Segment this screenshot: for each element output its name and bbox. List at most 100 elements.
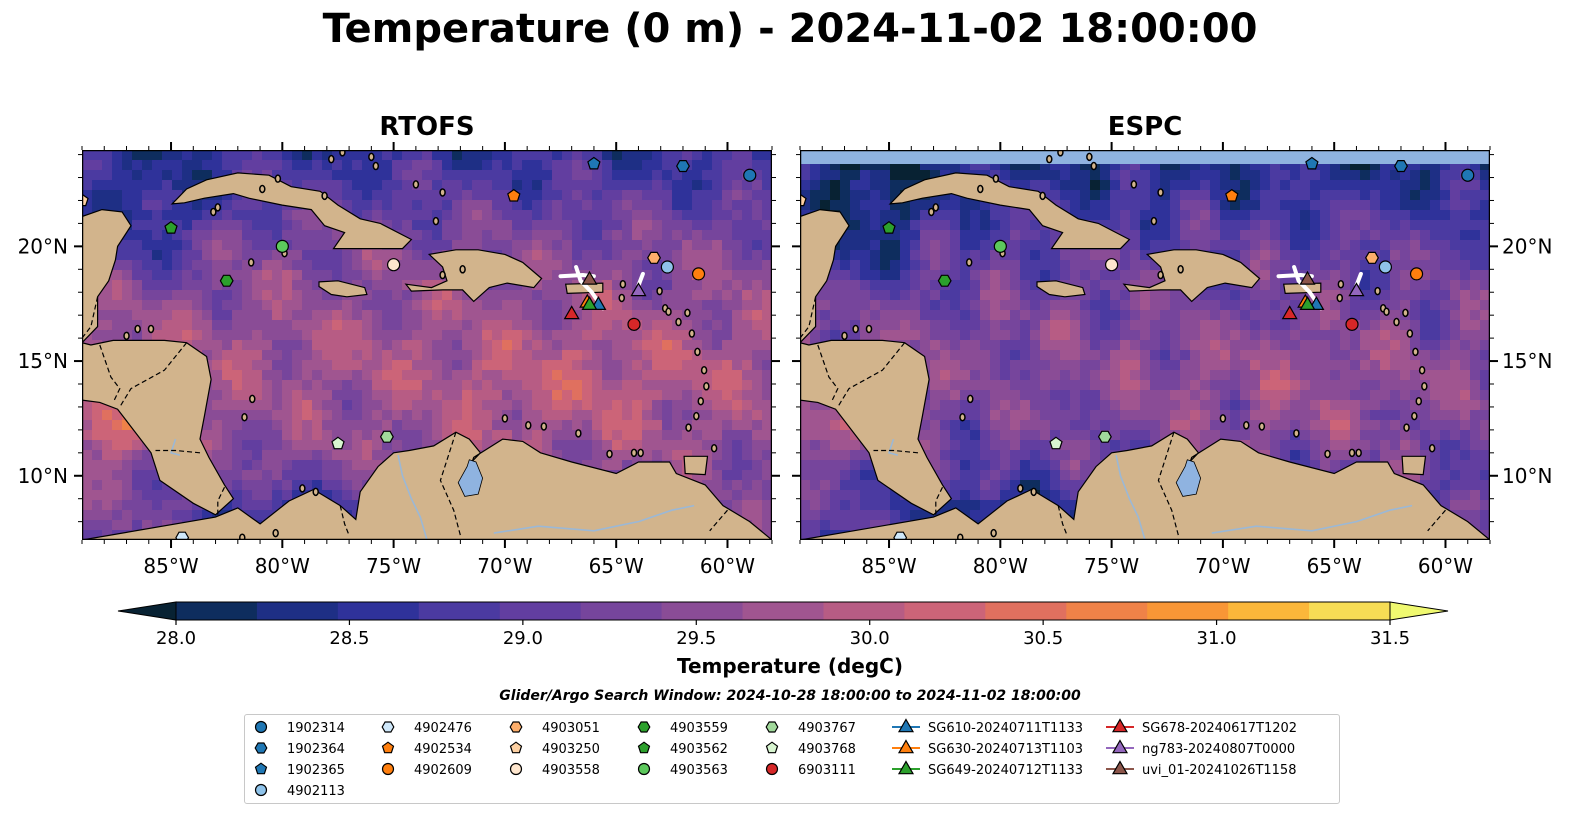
marker-4902534 (1225, 188, 1239, 202)
colorbar-segment (1228, 602, 1310, 620)
colorbar: 28.0 28.5 29.0 29.5 30.0 30.5 31.0 31.5 (117, 601, 1449, 649)
marker-4903767 (1097, 430, 1112, 443)
small-islands (123, 150, 718, 540)
land-jamaica (1036, 280, 1086, 298)
legend: 1902314 1902364 1902365 4902113 4902476 49025… (244, 714, 1340, 804)
marker-4902113 (1378, 260, 1392, 274)
land-jamaica (318, 280, 368, 298)
colorbar-segment (985, 602, 1067, 620)
colorbar-extend-low (117, 601, 177, 621)
marker-4902476 (893, 531, 908, 540)
colorbar-segment (337, 602, 420, 620)
borders (82, 296, 728, 536)
land (800, 172, 1490, 540)
legend-entry: 4903563 (637, 762, 728, 778)
colorbar-segment (823, 602, 905, 620)
rtofs-map (82, 150, 772, 540)
legend-entry: SG649-20240712T1133 (892, 760, 1083, 778)
marker-4903563 (275, 239, 289, 253)
search-window-text: Glider/Argo Search Window: 2024-10-28 18… (499, 688, 1081, 704)
marker-SG678-20240617T1202 (1281, 305, 1298, 320)
lake-maracaibo (457, 459, 484, 497)
land-yucatan (800, 208, 850, 344)
marker-4902476 (175, 531, 190, 540)
land-centralAmerica (800, 339, 953, 516)
legend-entry: 4903051 (509, 721, 600, 736)
lon-tick-label: 60°W (700, 554, 755, 578)
land-hispaniola (1122, 249, 1261, 303)
rivers (887, 438, 1413, 540)
marker-uvi_01-20241026T1158 (1299, 270, 1316, 285)
colorbar-tick-label: 31.5 (1370, 628, 1410, 649)
marker-4903563 (637, 762, 651, 776)
marker-ng783-20240807T0000 (1111, 739, 1129, 754)
legend-entry: 4903562 (637, 741, 728, 757)
legend-entry: 4903559 (637, 721, 728, 736)
marker-1902364 (254, 742, 268, 754)
colorbar-tick-label: 28.0 (156, 628, 196, 649)
colorbar-segment (742, 602, 825, 620)
colorbar-tick-label: 29.0 (503, 628, 543, 649)
legend-entry: 1902364 (254, 742, 345, 757)
marker-4903051 (647, 251, 661, 264)
marker-4903562 (164, 220, 178, 234)
land-cuba (888, 172, 1131, 250)
legend-entry: 6903111 (765, 762, 856, 778)
marker-4902609 (381, 762, 395, 776)
lat-tick-label: 15°N (1502, 349, 1552, 373)
marker-4903559 (637, 721, 651, 733)
colorbar-segment (1066, 602, 1148, 620)
marker-ng783-20240807T0000 (630, 282, 647, 297)
platform-markers (82, 156, 757, 540)
marker-4903562 (882, 220, 896, 234)
marker-4903562 (637, 741, 651, 754)
colorbar-segment (176, 602, 258, 620)
colorbar-tick-label: 31.0 (1197, 628, 1237, 649)
marker-1902365 (254, 762, 268, 775)
marker-1902314 (1461, 168, 1475, 182)
legend-entry: SG678-20240617T1202 (1106, 718, 1297, 736)
legend-entry: 4902609 (381, 762, 472, 778)
colorbar-tick-label: 30.5 (1023, 628, 1063, 649)
marker-1902364 (676, 160, 690, 173)
platform-markers (800, 156, 1475, 540)
panel-title-rtofs: RTOFS (379, 112, 475, 142)
marker-4903559 (937, 274, 952, 287)
marker-SG678-20240617T1202 (1111, 718, 1129, 733)
marker-4903250 (800, 193, 807, 207)
marker-6903111 (765, 762, 779, 776)
marker-1902364 (1394, 160, 1408, 173)
rivers (169, 438, 695, 540)
legend-entry: ng783-20240807T0000 (1106, 739, 1295, 757)
marker-4903768 (331, 436, 345, 450)
marker-4902476 (381, 721, 395, 733)
marker-6903111 (1345, 317, 1359, 331)
marker-SG678-20240617T1202 (563, 305, 580, 320)
colorbar-extend-high (1389, 601, 1449, 621)
colorbar-segment (418, 602, 501, 620)
colorbar-segment (256, 602, 339, 620)
colorbar-tick-label: 28.5 (329, 628, 369, 649)
no-data-band (800, 150, 1490, 164)
lat-tick-label: 20°N (18, 234, 68, 258)
legend-entry: SG630-20240713T1103 (892, 739, 1083, 757)
land-trinidad (683, 455, 709, 476)
lon-tick-label: 65°W (589, 554, 644, 578)
land-trinidad (1401, 455, 1427, 476)
marker-4902113 (660, 260, 674, 274)
lon-tick-label: 80°W (973, 554, 1028, 578)
colorbar-segment (904, 602, 986, 620)
marker-4903768 (765, 741, 779, 754)
panel-title-espc: ESPC (1107, 112, 1183, 142)
colorbar-tick-label: 30.0 (850, 628, 890, 649)
marker-4903767 (765, 721, 779, 733)
lat-tick-label: 20°N (1502, 234, 1552, 258)
legend-entry: 4903250 (509, 741, 600, 757)
legend-entry: 4903767 (765, 721, 856, 736)
lon-tick-label: 65°W (1307, 554, 1362, 578)
marker-4902609 (691, 267, 706, 281)
marker-4902534 (381, 741, 395, 754)
lake-maracaibo (1175, 459, 1202, 497)
lat-tick-label: 10°N (18, 464, 68, 488)
land-centralAmerica (82, 339, 235, 516)
